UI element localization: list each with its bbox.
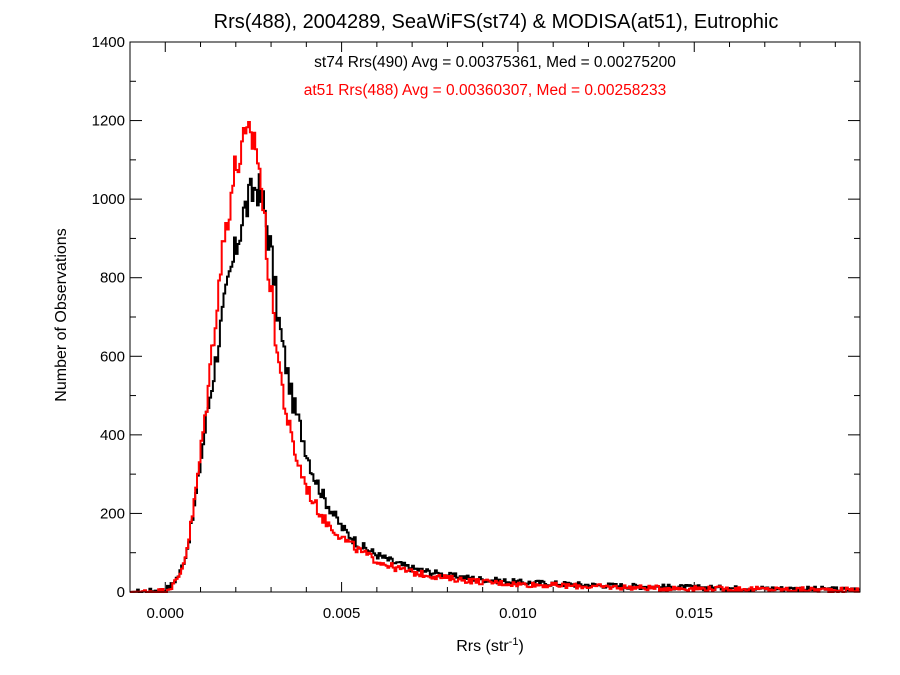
y-tick-label: 1200 [92, 113, 125, 130]
y-tick-label: 800 [100, 270, 125, 287]
x-tick-label: 0.015 [675, 605, 713, 622]
annotation-st74: st74 Rrs(490) Avg = 0.00375361, Med = 0.… [314, 54, 676, 71]
series-st74-histogram [130, 173, 860, 593]
y-tick-label: 1000 [92, 191, 125, 208]
series-layer [130, 121, 860, 593]
y-tick-label: 400 [100, 427, 125, 444]
y-tick-label: 1400 [92, 34, 125, 51]
x-tick-label: 0.010 [499, 605, 537, 622]
x-tick-label: 0.000 [146, 605, 184, 622]
x-axis-label: Rrs (str-1) [456, 636, 524, 655]
y-tick-label: 0 [117, 584, 125, 601]
y-tick-label: 200 [100, 505, 125, 522]
axis-ticks [130, 41, 860, 593]
tick-labels: 0.000 0.005 0.010 0.015 0 200 400 600 800 1000 120… [92, 34, 713, 622]
chart-title: Rrs(488), 2004289, SeaWiFS(st74) & MODIS… [214, 11, 779, 33]
plot-frame [129, 41, 861, 593]
x-axis-label-tail: ) [518, 638, 523, 655]
series-at51-histogram [130, 121, 860, 593]
x-axis-label-sup: -1 [509, 636, 519, 648]
x-tick-label: 0.005 [323, 605, 361, 622]
y-tick-label: 600 [100, 348, 125, 365]
annotation-at51: at51 Rrs(488) Avg = 0.00360307, Med = 0.… [304, 82, 667, 99]
y-axis-label: Number of Observations [53, 228, 70, 401]
x-axis-label-base: Rrs (str [456, 638, 509, 655]
